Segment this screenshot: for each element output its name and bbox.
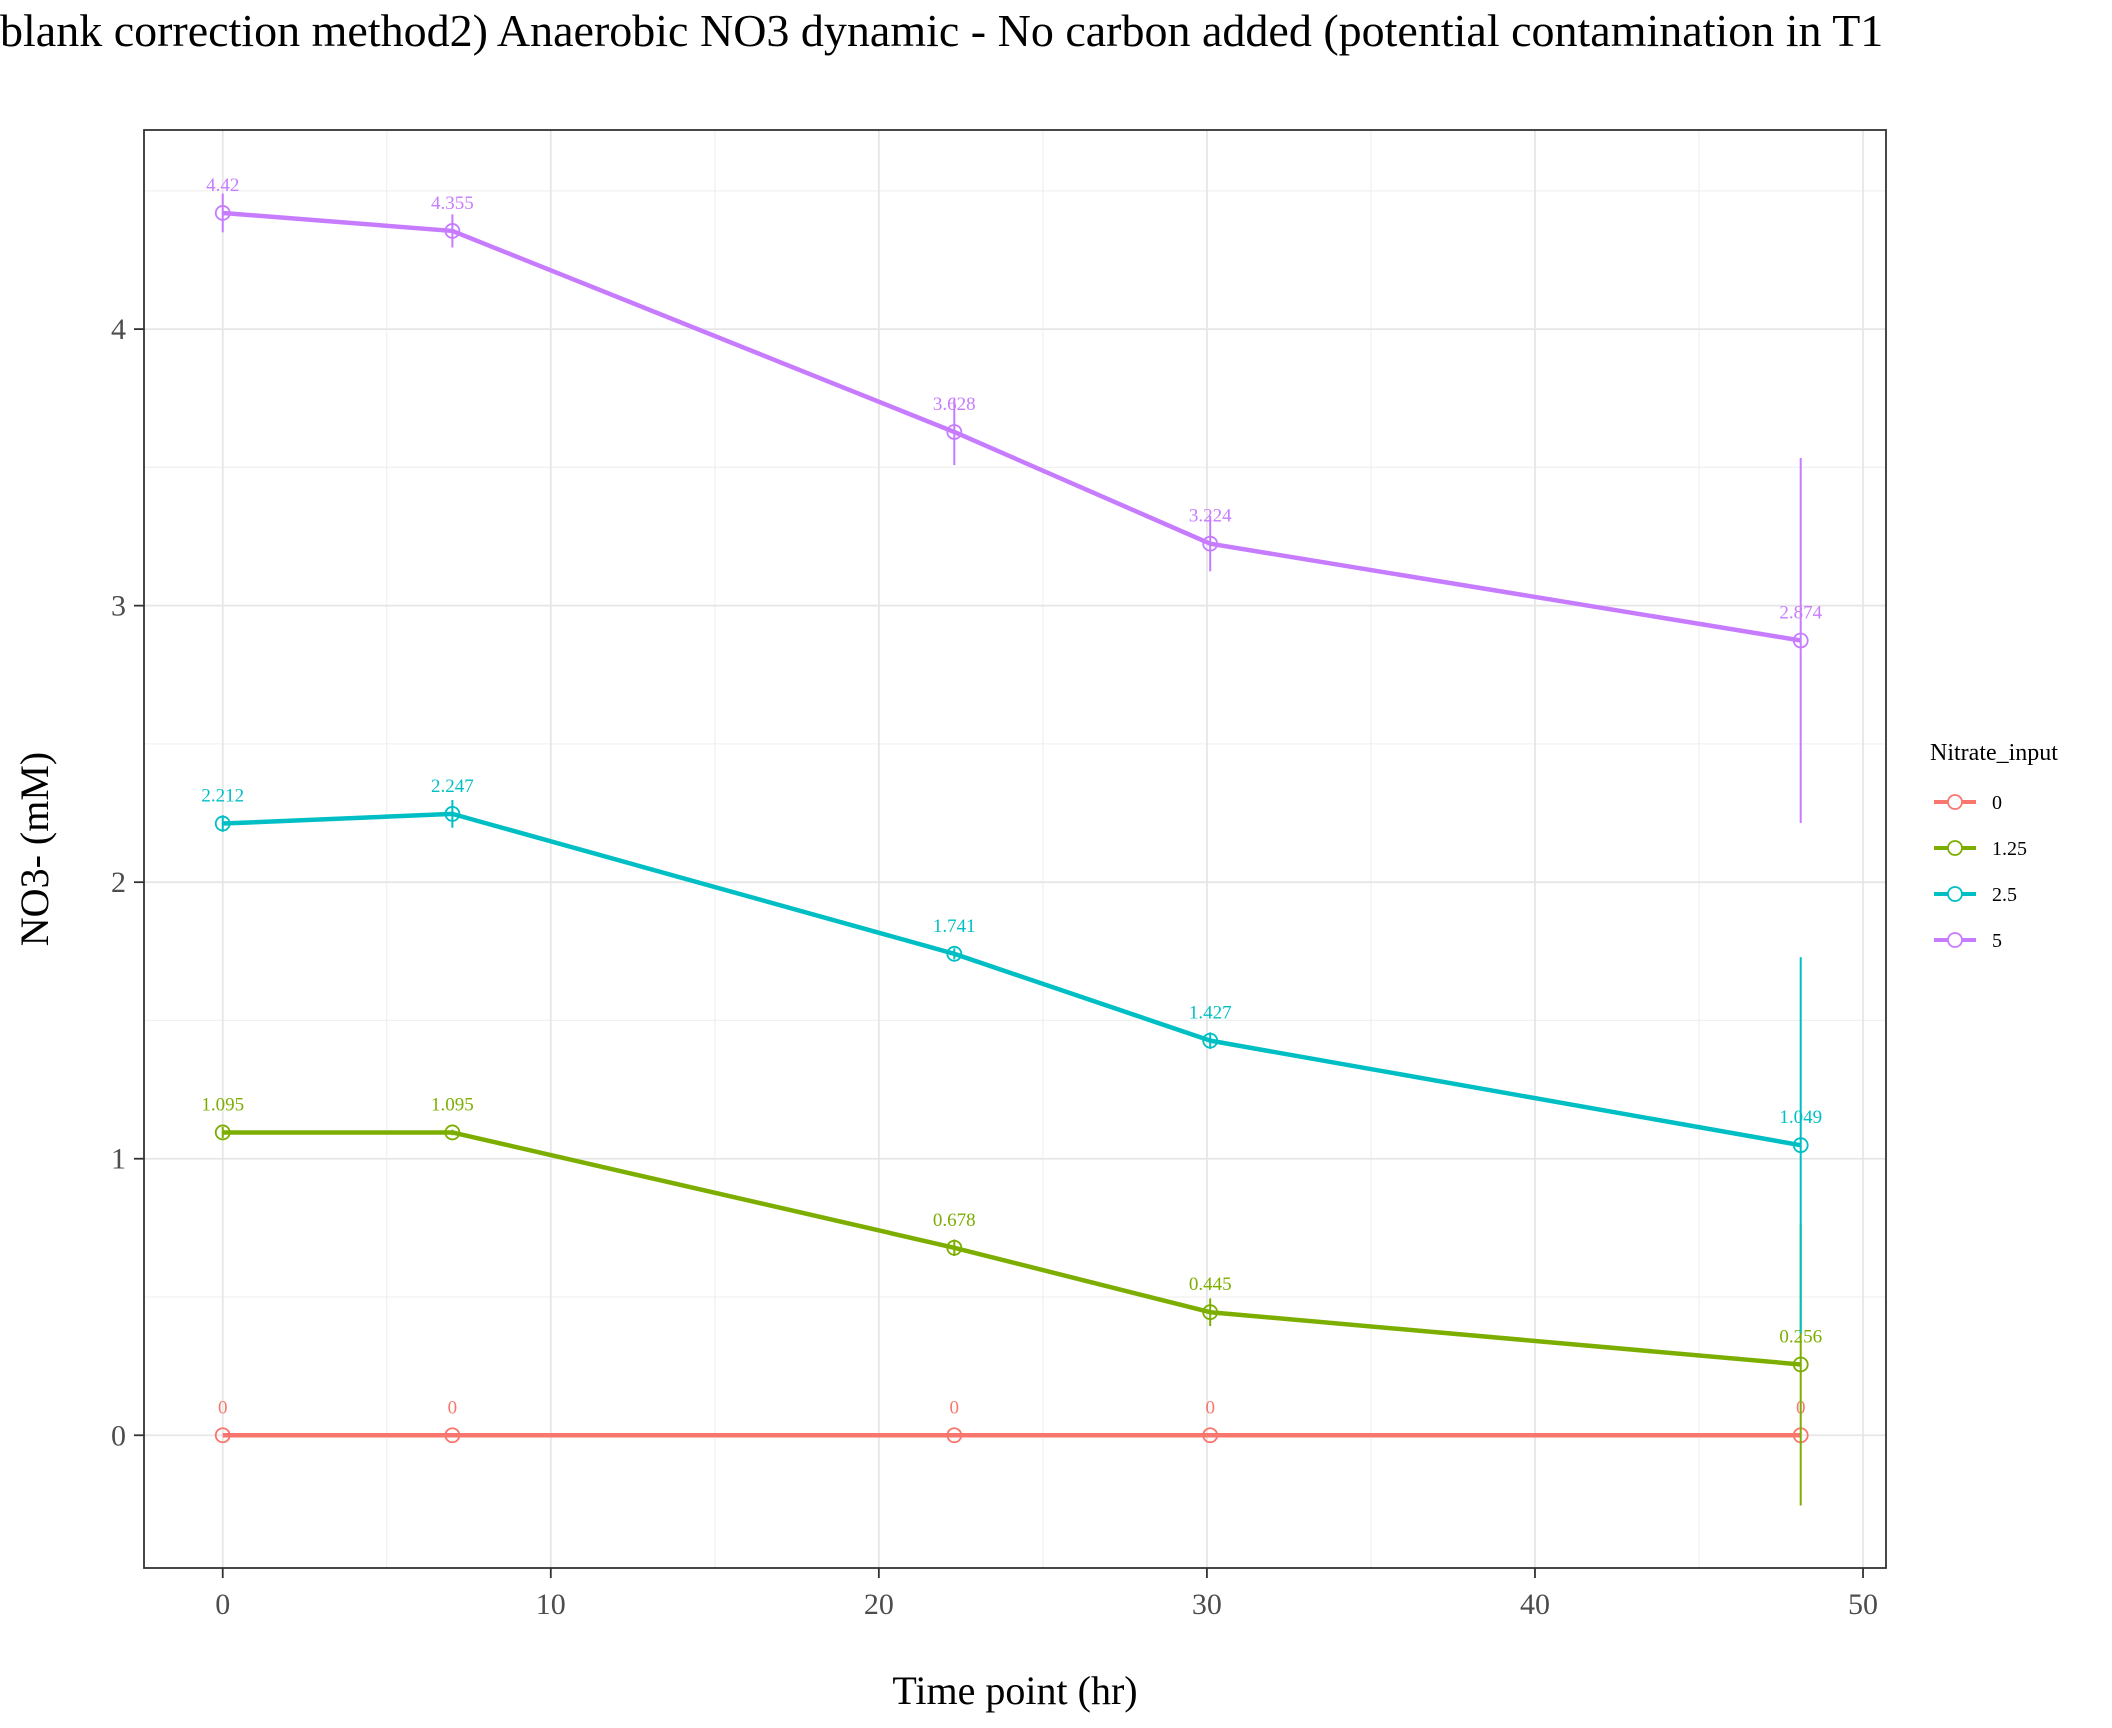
data-point bbox=[214, 1124, 231, 1141]
legend-label: 0 bbox=[1992, 792, 2002, 814]
y-tick-label: 1 bbox=[111, 1143, 126, 1176]
x-tick-label: 30 bbox=[1192, 1588, 1222, 1621]
data-label: 2.247 bbox=[431, 776, 474, 797]
data-label: 0 bbox=[1205, 1397, 1215, 1418]
y-tick-label: 4 bbox=[111, 313, 126, 346]
data-label: 1.741 bbox=[933, 916, 976, 937]
data-point bbox=[1202, 1304, 1219, 1321]
data-label: 3.224 bbox=[1189, 506, 1232, 527]
data-point bbox=[214, 1427, 231, 1444]
data-point bbox=[444, 1124, 461, 1141]
x-axis-title: Time point (hr) bbox=[892, 1668, 1137, 1713]
data-label: 1.049 bbox=[1779, 1107, 1822, 1128]
data-point bbox=[946, 945, 963, 962]
x-tick-label: 10 bbox=[536, 1588, 566, 1621]
data-label: 0 bbox=[950, 1397, 960, 1418]
data-point bbox=[444, 1427, 461, 1444]
data-label: 0 bbox=[448, 1397, 458, 1418]
y-tick-label: 2 bbox=[111, 866, 126, 899]
legend-label: 5 bbox=[1992, 930, 2002, 952]
data-label: 4.42 bbox=[206, 175, 239, 196]
data-label: 2.212 bbox=[201, 786, 244, 807]
legend-label: 1.25 bbox=[1992, 838, 2027, 860]
data-point bbox=[214, 205, 231, 221]
data-point bbox=[444, 223, 461, 239]
x-tick-label: 20 bbox=[864, 1588, 894, 1621]
data-label: 1.095 bbox=[201, 1094, 244, 1115]
data-label: 1.427 bbox=[1189, 1003, 1232, 1024]
data-point bbox=[946, 424, 963, 440]
data-point bbox=[1792, 632, 1809, 649]
data-point bbox=[214, 815, 231, 832]
data-label: 4.355 bbox=[431, 193, 474, 214]
chart-title: blank correction method2) Anaerobic NO3 … bbox=[0, 5, 1884, 56]
data-label: 0.256 bbox=[1779, 1326, 1822, 1347]
data-label: 3.628 bbox=[933, 394, 976, 415]
x-tick-label: 50 bbox=[1848, 1588, 1878, 1621]
data-point bbox=[1202, 1032, 1219, 1049]
data-point bbox=[1202, 535, 1219, 552]
data-point bbox=[1792, 1356, 1809, 1373]
legend-key-point bbox=[1947, 886, 1963, 902]
x-tick-label: 0 bbox=[215, 1588, 230, 1621]
data-label: 2.874 bbox=[1779, 602, 1822, 623]
plot-panel-border bbox=[143, 129, 1887, 1569]
data-label: 0 bbox=[218, 1397, 228, 1418]
data-point bbox=[1792, 1137, 1809, 1154]
data-label: 0.678 bbox=[933, 1210, 976, 1231]
legend-key-point bbox=[1947, 794, 1963, 810]
data-point bbox=[1202, 1427, 1219, 1444]
y-tick-label: 3 bbox=[111, 590, 126, 623]
data-point bbox=[946, 1427, 963, 1444]
legend-label: 2.5 bbox=[1992, 884, 2017, 906]
legend-key-point bbox=[1947, 932, 1963, 948]
y-axis-title: NO3- (mM) bbox=[12, 752, 57, 946]
legend-title: Nitrate_input bbox=[1930, 740, 2058, 766]
series-line-1.25 bbox=[222, 1130, 1801, 1367]
series-line-5 bbox=[222, 210, 1802, 643]
data-label: 1.095 bbox=[431, 1094, 474, 1115]
legend-key-point bbox=[1947, 840, 1963, 856]
x-tick-label: 40 bbox=[1520, 1588, 1550, 1621]
y-tick-label: 0 bbox=[111, 1419, 126, 1452]
data-point bbox=[444, 805, 461, 822]
data-point bbox=[946, 1239, 963, 1256]
data-label: 0.445 bbox=[1189, 1274, 1232, 1295]
